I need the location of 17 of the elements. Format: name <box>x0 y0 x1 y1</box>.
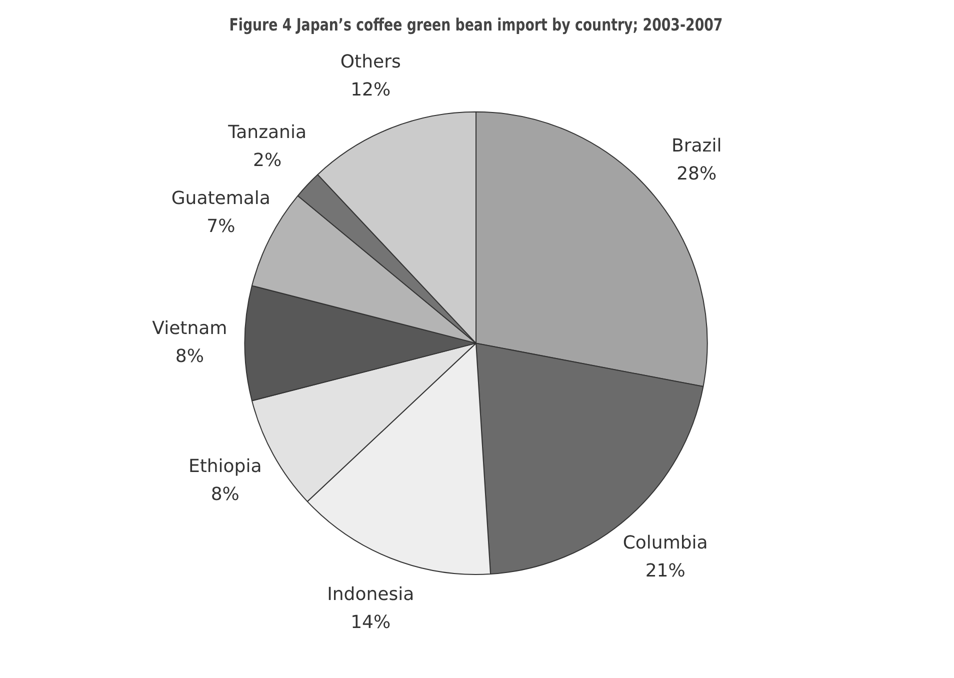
data-label: 12% <box>350 80 391 101</box>
chart-title: Figure 4 Japan’s coffee green bean import by country; 2003-2007 <box>229 15 723 36</box>
data-label: 7% <box>206 216 236 237</box>
slice-label: Tanzania <box>227 122 306 143</box>
slice-label: Indonesia <box>327 584 414 606</box>
data-label: 21% <box>645 560 686 582</box>
data-label: 28% <box>676 163 717 184</box>
slice-label: Ethiopia <box>188 456 262 477</box>
slice-label: Columbia <box>622 532 708 554</box>
slice-label: Brazil <box>671 135 722 156</box>
slice-label: Guatemala <box>171 188 270 209</box>
data-label: 8% <box>210 484 240 505</box>
data-label: 14% <box>350 612 391 634</box>
data-label: 2% <box>253 150 282 171</box>
data-label: 8% <box>175 346 204 367</box>
slice-label: Vietnam <box>152 318 228 339</box>
slice-label: Others <box>340 52 401 73</box>
